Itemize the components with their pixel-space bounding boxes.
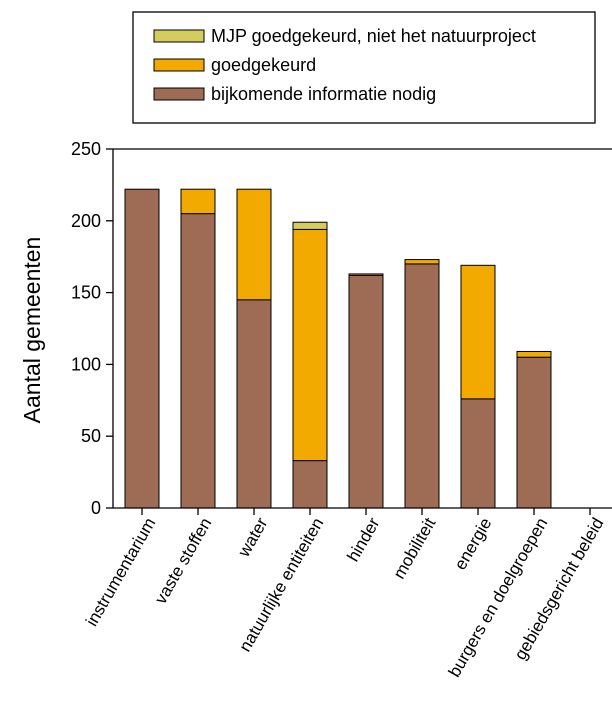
legend-entry: MJP goedgekeurd, niet het natuurproject — [211, 26, 536, 46]
axes — [112, 148, 612, 509]
x-tick-label: water — [234, 514, 272, 561]
y-axis: 0 50 100 150 200 250 — [71, 139, 113, 518]
bar-segment — [460, 264, 496, 400]
bar-segment — [292, 221, 328, 230]
bar-segment — [180, 213, 216, 509]
bar-segment — [236, 299, 272, 509]
x-tick-label: vaste stoffen — [151, 515, 216, 608]
bar-segment — [180, 188, 216, 215]
bar-segment — [460, 398, 496, 509]
legend-entry: bijkomende informatie nodig — [211, 84, 436, 104]
legend-box — [132, 11, 596, 124]
bars — [124, 188, 552, 509]
x-tick-label: instrumentarium — [82, 515, 159, 630]
legend-entry: goedgekeurd — [211, 55, 316, 75]
legend: MJP goedgekeurd, niet het natuurproject g… — [132, 11, 596, 124]
legend-swatch — [153, 87, 205, 101]
x-tick-label: energie — [451, 515, 496, 574]
x-tick-label: burgers en doelgroepen — [445, 515, 552, 681]
bar-segment — [404, 263, 440, 509]
y-tick-label: 100 — [71, 354, 101, 374]
bar-segment — [348, 273, 384, 276]
y-tick-label: 150 — [71, 283, 101, 303]
bar-segment — [292, 228, 328, 462]
bar-segment — [124, 188, 160, 509]
y-tick-label: 250 — [71, 139, 101, 159]
bar-segment — [404, 259, 440, 265]
bar-segment — [516, 350, 552, 358]
legend-swatch — [153, 29, 205, 43]
x-tick-label: hinder — [343, 514, 383, 565]
y-axis-label: Aantal gemeenten — [19, 237, 45, 424]
y-tick-label: 50 — [81, 426, 101, 446]
x-tick-label: mobiliteit — [389, 514, 439, 582]
y-tick-label: 200 — [71, 211, 101, 231]
bar-segment — [292, 460, 328, 509]
bar-segment — [236, 188, 272, 301]
bar-segment — [516, 356, 552, 509]
legend-swatch — [153, 58, 205, 72]
y-tick-label: 0 — [91, 498, 101, 518]
bar-segment — [348, 274, 384, 509]
